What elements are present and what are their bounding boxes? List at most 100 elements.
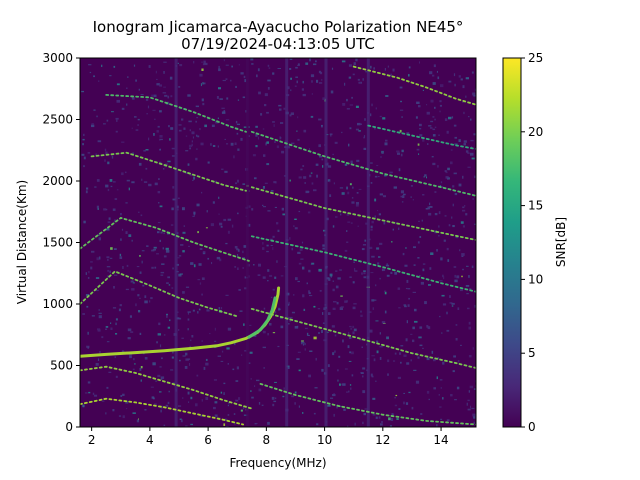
noise-speck xyxy=(460,78,463,81)
noise-speck xyxy=(127,328,132,332)
noise-speck xyxy=(172,267,174,270)
noise-speck xyxy=(283,107,286,110)
noise-speck xyxy=(468,390,470,393)
noise-speck xyxy=(422,194,425,196)
noise-speck xyxy=(220,391,223,394)
noise-speck xyxy=(163,61,167,63)
noise-speck xyxy=(185,358,189,361)
noise-speck xyxy=(406,132,410,135)
noise-speck xyxy=(116,189,119,191)
noise-speck xyxy=(190,423,193,426)
noise-speck xyxy=(243,414,248,416)
noise-speck xyxy=(188,144,193,148)
noise-speck xyxy=(113,286,115,289)
noise-speck xyxy=(412,291,416,293)
noise-speck xyxy=(266,250,269,253)
noise-speck xyxy=(434,118,436,121)
noise-speck xyxy=(165,247,169,250)
noise-speck xyxy=(310,115,314,118)
noise-speck xyxy=(419,236,422,238)
noise-speck xyxy=(438,211,441,215)
noise-speck xyxy=(116,83,120,86)
noise-speck xyxy=(432,82,436,85)
noise-speck xyxy=(110,185,113,188)
noise-speck xyxy=(289,237,291,240)
noise-speck xyxy=(152,362,156,366)
noise-speck xyxy=(291,247,294,251)
noise-speck xyxy=(321,330,323,333)
noise-speck xyxy=(228,402,230,405)
noise-speck xyxy=(160,274,164,276)
noise-speck xyxy=(189,345,191,348)
noise-speck xyxy=(310,74,315,78)
noise-speck xyxy=(134,116,137,118)
noise-speck xyxy=(193,176,195,180)
noise-speck xyxy=(238,64,240,66)
noise-speck xyxy=(375,284,377,287)
noise-speck xyxy=(335,285,339,289)
y-tick-label: 1000 xyxy=(42,297,73,311)
noise-speck xyxy=(467,408,471,411)
noise-speck xyxy=(201,277,205,280)
noise-speck xyxy=(290,142,295,145)
noise-speck xyxy=(438,225,440,228)
noise-speck xyxy=(386,274,390,277)
noise-speck xyxy=(158,202,160,204)
noise-speck xyxy=(213,406,216,410)
noise-speck xyxy=(370,162,373,164)
noise-speck xyxy=(297,251,301,254)
noise-speck xyxy=(468,355,472,358)
noise-speck xyxy=(225,294,229,296)
noise-speck xyxy=(201,399,203,402)
noise-speck xyxy=(348,76,352,79)
noise-speck xyxy=(313,412,316,415)
trace-far-7 xyxy=(367,124,476,150)
noise-speck xyxy=(114,356,116,358)
noise-speck xyxy=(288,301,290,305)
noise-speck xyxy=(378,213,381,216)
noise-speck xyxy=(128,234,132,237)
noise-speck xyxy=(132,152,134,155)
noise-speck xyxy=(159,366,162,368)
noise-speck xyxy=(449,295,451,298)
noise-speck xyxy=(270,296,273,299)
noise-speck xyxy=(399,109,404,111)
noise-speck xyxy=(197,311,199,314)
noise-speck xyxy=(407,304,410,307)
noise-speck xyxy=(178,405,182,407)
noise-speck xyxy=(294,391,297,394)
noise-speck xyxy=(380,156,382,158)
noise-speck xyxy=(371,375,374,378)
noise-speck xyxy=(278,308,281,311)
noise-speck xyxy=(147,105,150,109)
noise-speck xyxy=(151,94,154,97)
noise-speck xyxy=(182,355,186,357)
noise-speck xyxy=(392,228,394,231)
noise-speck xyxy=(379,277,381,280)
noise-speck xyxy=(150,386,154,388)
noise-speck xyxy=(444,215,447,217)
noise-speck xyxy=(326,331,329,333)
noise-speck xyxy=(436,424,438,427)
noise-speck xyxy=(311,182,314,185)
noise-speck xyxy=(439,406,442,408)
noise-speck xyxy=(91,123,94,125)
noise-speck xyxy=(444,118,448,121)
noise-speck xyxy=(413,369,417,371)
noise-speck xyxy=(204,124,207,128)
noise-speck xyxy=(460,221,464,224)
noise-speck xyxy=(218,196,220,199)
noise-speck xyxy=(132,368,135,370)
noise-speck xyxy=(192,136,194,139)
noise-speck xyxy=(204,62,208,66)
noise-speck xyxy=(159,344,162,348)
noise-speck xyxy=(349,384,352,386)
y-axis-label: Virtual Distance(Km) xyxy=(15,180,29,304)
noise-speck xyxy=(146,245,149,247)
noise-speck xyxy=(438,394,440,396)
noise-speck xyxy=(82,404,85,408)
noise-speck xyxy=(397,152,400,155)
noise-speck xyxy=(417,257,420,259)
noise-speck xyxy=(290,89,292,92)
noise-speck xyxy=(356,192,359,194)
